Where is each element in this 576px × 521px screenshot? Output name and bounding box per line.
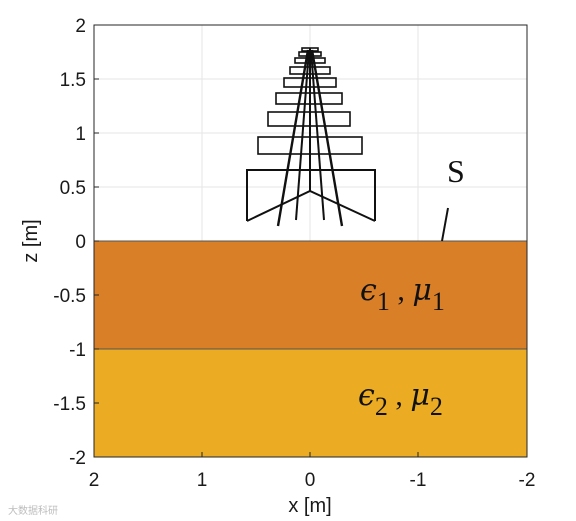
axis-ticks (93, 24, 528, 458)
layer-2-mu-sub: 2 (430, 392, 443, 421)
layer-1-mu-sub: 1 (432, 287, 445, 316)
y-axis-label: z [m] (20, 219, 42, 262)
y-tick-label: -2 (69, 448, 86, 469)
x-tick-label: -1 (410, 470, 427, 491)
y-tick-label: 0.5 (60, 178, 86, 199)
watermark: 大数据科研 (8, 504, 58, 517)
surface-label: S (447, 153, 465, 189)
layer-2-label: ϵ2 , μ2 (358, 378, 443, 421)
layer-1 (93, 240, 528, 350)
layer-2-eps-sub: 2 (375, 392, 388, 421)
leg-line (295, 49, 310, 221)
leg-line (310, 49, 325, 221)
y-tick-label: -1 (69, 340, 86, 361)
layer-1-mu: μ (412, 273, 432, 308)
layer-1-eps-sub: 1 (377, 287, 390, 316)
leg-line (310, 49, 344, 227)
layer-1-eps: ϵ (360, 273, 377, 308)
x-axis-label: x [m] (288, 495, 331, 517)
x-tick-label: 2 (89, 470, 100, 491)
leg-line (276, 49, 310, 227)
antenna-structure (246, 47, 376, 227)
layer-2-eps: ϵ (358, 378, 375, 413)
y-tick-label: 1.5 (60, 70, 86, 91)
y-tick-label: 0 (75, 232, 86, 253)
y-tick-label: 2 (75, 16, 86, 37)
y-tick-label: -0.5 (53, 286, 86, 307)
surface-leader-line (441, 207, 449, 242)
layer-2 (93, 348, 528, 458)
layer-2-sep: , (388, 379, 411, 412)
y-tick-label: 1 (75, 124, 86, 145)
x-tick-label: -2 (519, 470, 536, 491)
x-tick-label: 1 (197, 470, 208, 491)
layer-1-label: ϵ1 , μ1 (360, 273, 445, 316)
layer-2-mu: μ (410, 378, 430, 413)
y-tick-label: -1.5 (53, 394, 86, 415)
layer-1-sep: , (390, 274, 413, 307)
x-tick-label: 0 (305, 470, 316, 491)
